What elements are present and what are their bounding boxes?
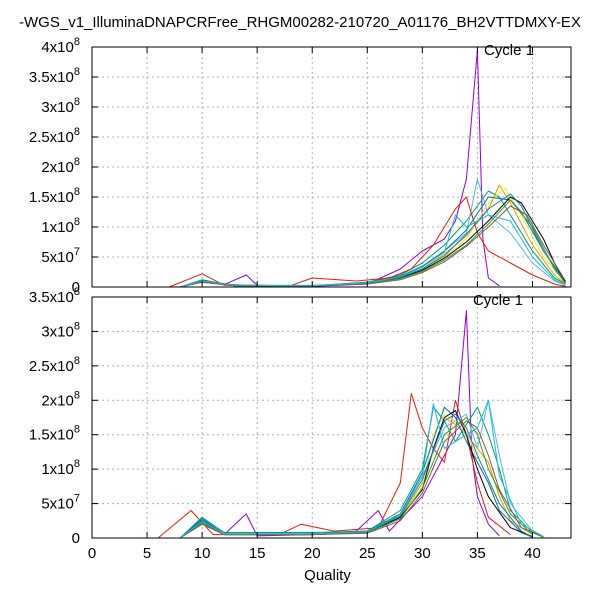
y-tick-label: 1x108 xyxy=(41,216,80,236)
y-tick-label: 4x108 xyxy=(41,36,80,56)
chart-title: -WGS_v1_IlluminaDNAPCRFree_RHGM00282-210… xyxy=(19,14,581,31)
x-tick-label: 20 xyxy=(304,545,321,562)
series-line-top-0 xyxy=(179,49,500,288)
y-tick-label: 5x107 xyxy=(41,246,80,266)
series-line-bottom-4 xyxy=(179,417,533,539)
series-line-bottom-2 xyxy=(179,406,544,539)
x-tick-label: 0 xyxy=(88,545,96,562)
series-line-bottom-6 xyxy=(179,406,533,539)
annotation-top: Cycle 1 xyxy=(484,42,534,59)
x-tick-label: 25 xyxy=(359,545,376,562)
y-tick-label: 5x107 xyxy=(41,493,80,513)
x-tick-label: 15 xyxy=(249,545,266,562)
x-tick-label: 30 xyxy=(414,545,431,562)
annotation-bottom: Cycle 1 xyxy=(473,292,523,309)
plot-frame-bottom xyxy=(91,296,572,539)
x-tick-label: 5 xyxy=(143,545,151,562)
series-line-bottom-11 xyxy=(179,399,544,539)
y-tick-label: 3x108 xyxy=(41,320,80,340)
y-tick-label: 1x108 xyxy=(41,458,80,478)
y-tick-label: 3x108 xyxy=(41,96,80,116)
y-tick-label: 1.5x108 xyxy=(29,186,80,206)
y-tick-label: 2x108 xyxy=(41,156,80,176)
y-tick-label: 3.5x108 xyxy=(29,66,80,86)
series-line-bottom-0 xyxy=(179,310,500,539)
y-tick-label: 0 xyxy=(72,530,80,547)
series-line-bottom-7 xyxy=(179,410,533,539)
series-line-top-11 xyxy=(179,214,566,288)
y-tick-label: 2.5x108 xyxy=(29,126,80,146)
y-tick-label: 2.5x108 xyxy=(29,355,80,375)
series-line-top-1 xyxy=(179,190,566,288)
series-line-top-9 xyxy=(179,199,566,288)
series-line-bottom-10 xyxy=(179,420,544,539)
y-tick-label: 1.5x108 xyxy=(29,424,80,444)
y-tick-label: 0 xyxy=(72,279,80,296)
x-tick-label: 40 xyxy=(524,545,541,562)
x-axis-label: Quality xyxy=(304,567,351,584)
x-tick-label: 10 xyxy=(194,545,211,562)
x-tick-label: 35 xyxy=(469,545,486,562)
series-line-top-10 xyxy=(179,205,566,288)
series-line-top-2 xyxy=(179,178,566,288)
y-tick-label: 3.5x108 xyxy=(29,286,80,306)
series-line-bottom-9 xyxy=(179,417,533,539)
y-tick-label: 2x108 xyxy=(41,389,80,409)
